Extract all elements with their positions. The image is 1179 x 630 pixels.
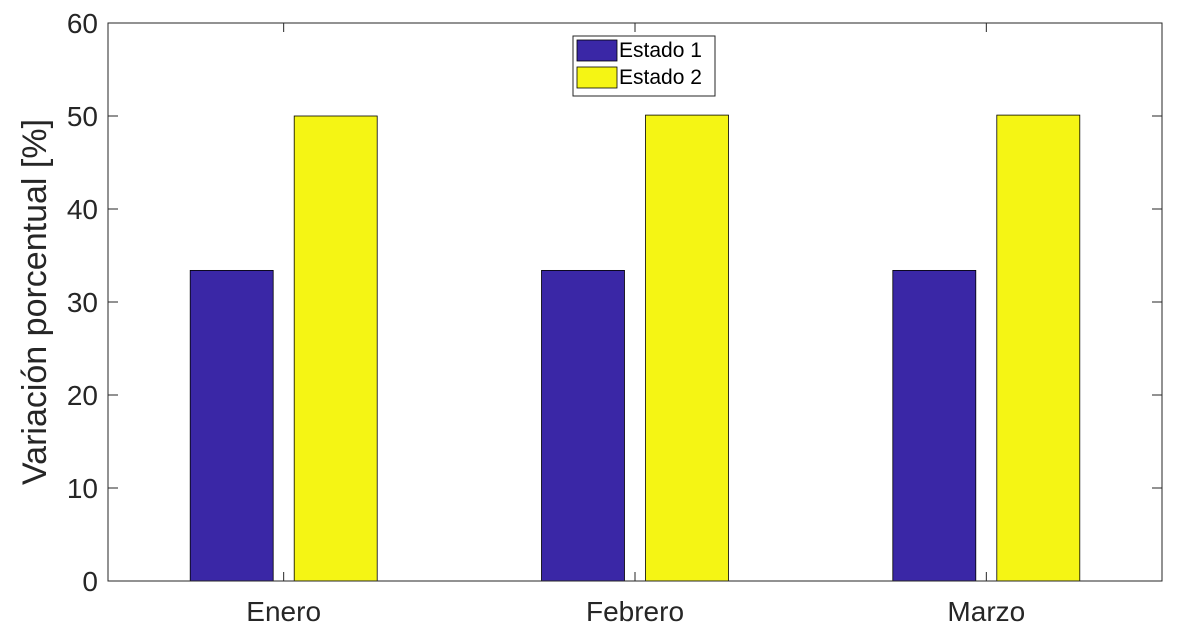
y-axis-label: Variación porcentual [%] xyxy=(16,119,54,485)
legend: Estado 1 Estado 2 xyxy=(572,35,716,97)
bar-enero-series-2 xyxy=(293,115,378,582)
x-tick-label: Febrero xyxy=(586,596,684,627)
bar-marzo-series-2 xyxy=(996,114,1081,582)
legend-swatch-series-1 xyxy=(576,39,618,62)
bar-enero-series-1 xyxy=(189,269,274,582)
bars-layer xyxy=(189,114,1081,582)
axes-layer xyxy=(107,22,1163,582)
y-tick-label: 40 xyxy=(67,194,98,225)
legend-swatch-series-2 xyxy=(576,66,618,89)
legend-label-series-1: Estado 1 xyxy=(619,39,702,62)
bar-febrero-series-1 xyxy=(541,269,625,582)
legend-label-series-2: Estado 2 xyxy=(619,66,702,89)
y-tick-label: 50 xyxy=(67,101,98,132)
y-tick-labels: 0 10 20 30 40 50 60 xyxy=(67,8,98,597)
bar-marzo-series-1 xyxy=(892,269,977,582)
axes-box xyxy=(107,22,1163,582)
x-tick-label: Enero xyxy=(246,596,321,627)
x-tick-label: Marzo xyxy=(947,596,1025,627)
y-tick-label: 10 xyxy=(67,473,98,504)
y-tick-label: 20 xyxy=(67,380,98,411)
plot-area xyxy=(108,23,1162,581)
y-tick-label: 60 xyxy=(67,8,98,39)
x-tick-labels: Enero Febrero Marzo xyxy=(246,596,1025,627)
y-tick-label: 30 xyxy=(67,287,98,318)
bar-febrero-series-2 xyxy=(645,114,729,582)
y-tick-label: 0 xyxy=(82,566,98,597)
